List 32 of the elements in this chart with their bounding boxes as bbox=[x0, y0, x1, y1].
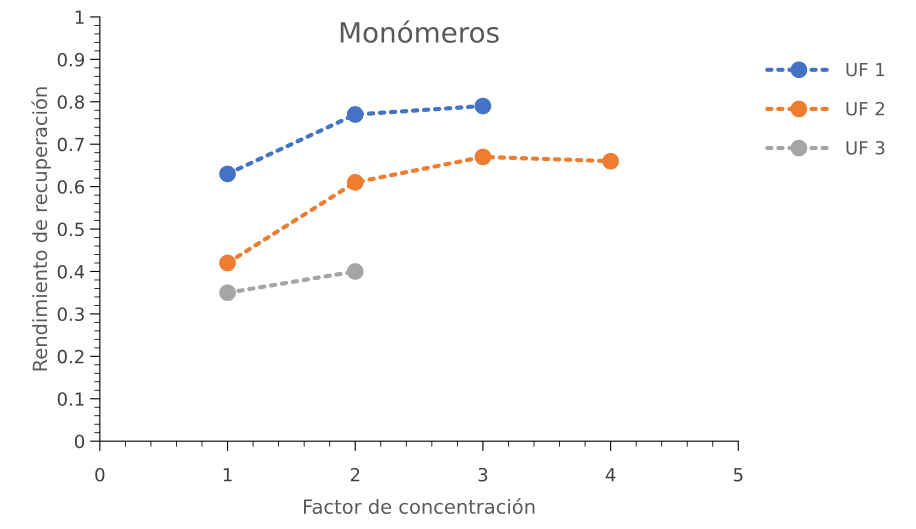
point bbox=[474, 98, 492, 114]
legend-label: UF 3 bbox=[846, 140, 884, 155]
point bbox=[219, 284, 236, 302]
point bbox=[346, 106, 364, 123]
point bbox=[602, 152, 619, 170]
x-tick-label: 4 bbox=[606, 468, 616, 482]
x-axis-title: Factor de concentración bbox=[304, 498, 534, 514]
legend-label: UF 1 bbox=[846, 62, 884, 76]
y-tick-label: 0.1 bbox=[58, 392, 84, 406]
x-tick-label: 5 bbox=[734, 468, 742, 482]
point bbox=[474, 148, 492, 166]
y-tick-label: 0.8 bbox=[58, 95, 84, 109]
y-tick-label: 0 bbox=[74, 434, 84, 448]
x-tick-label: 1 bbox=[224, 468, 232, 482]
y-tick-label: 0.5 bbox=[58, 222, 84, 236]
y-tick-label: 0.4 bbox=[58, 264, 84, 279]
chart-title: Monómeros bbox=[340, 20, 499, 43]
y-axis-title: Rendimiento de recuperación bbox=[31, 87, 51, 370]
x-tick-label: 2 bbox=[350, 468, 360, 482]
x-tick-label: 3 bbox=[478, 468, 488, 482]
y-tick-label: 1 bbox=[76, 10, 84, 24]
y-tick-label: 0.2 bbox=[58, 350, 84, 364]
legend-label: UF 2 bbox=[846, 102, 884, 116]
y-tick-label: 0.3 bbox=[58, 307, 84, 322]
y-tick-label: 0.7 bbox=[58, 138, 84, 152]
y-tick-label: 0.6 bbox=[58, 180, 84, 194]
point bbox=[346, 263, 364, 280]
y-tick-label: 0.9 bbox=[58, 52, 84, 66]
point bbox=[219, 254, 236, 272]
point bbox=[346, 174, 364, 191]
point bbox=[219, 166, 236, 182]
x-tick-label: 0 bbox=[95, 468, 104, 482]
